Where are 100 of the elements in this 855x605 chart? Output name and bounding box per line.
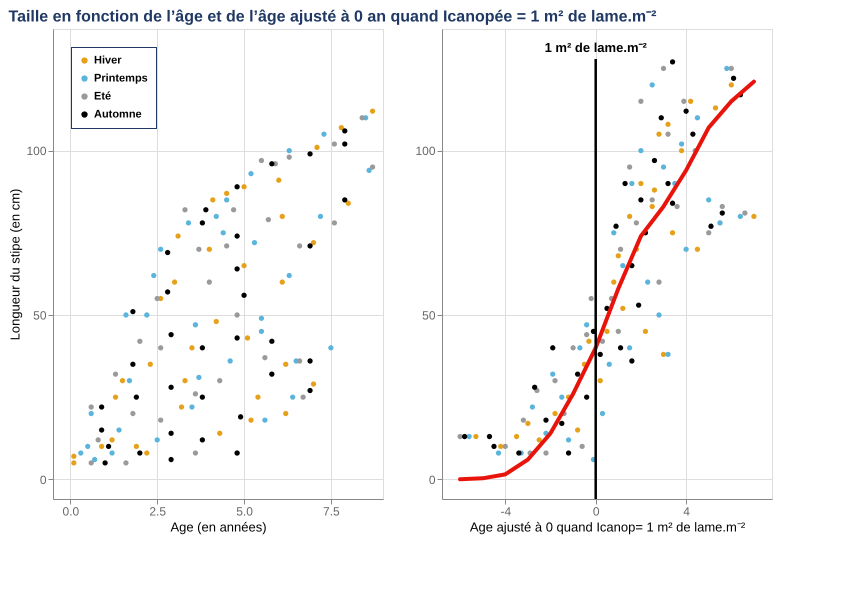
point [566, 450, 572, 456]
point [566, 437, 572, 442]
point [168, 384, 174, 390]
point [230, 207, 236, 212]
point [618, 246, 624, 252]
point [606, 362, 612, 367]
point [178, 404, 184, 410]
point [638, 197, 644, 203]
point [106, 444, 112, 450]
point [600, 338, 606, 344]
point [473, 434, 479, 440]
point [516, 450, 522, 456]
point [116, 427, 122, 433]
x-tick-label: -4 [500, 504, 512, 518]
point [706, 230, 712, 236]
point [217, 378, 222, 384]
point [112, 371, 118, 377]
point [600, 410, 606, 416]
point [360, 115, 365, 120]
point [656, 279, 662, 285]
point [332, 141, 338, 147]
point [598, 352, 603, 358]
point [318, 214, 324, 219]
point [71, 460, 76, 466]
point [656, 132, 662, 137]
x-tick-label: 5.0 [236, 504, 254, 518]
point [168, 430, 174, 436]
x-tick-label: 4 [683, 504, 690, 518]
point [283, 362, 288, 367]
point [670, 200, 676, 206]
point [126, 378, 132, 384]
point [720, 204, 725, 210]
point [665, 122, 671, 127]
point [683, 246, 689, 252]
point [200, 220, 206, 226]
point [206, 279, 212, 285]
point [244, 335, 250, 341]
point [728, 82, 734, 88]
point [137, 450, 142, 456]
point [192, 450, 198, 456]
point [186, 220, 192, 226]
point [286, 148, 292, 154]
point [598, 378, 603, 384]
point [314, 144, 320, 150]
point [224, 197, 230, 203]
point [514, 434, 520, 440]
point [629, 358, 635, 364]
legend-label: Printemps [94, 72, 148, 84]
point [148, 362, 153, 367]
point [134, 394, 140, 400]
point [224, 243, 230, 249]
point [120, 378, 126, 384]
point [307, 358, 313, 364]
point [224, 190, 230, 196]
point [660, 66, 666, 72]
point [262, 355, 268, 360]
point [258, 328, 264, 334]
point [586, 338, 592, 344]
chart-title: Taille en fonction de l’âge et de l’âge ajusté à 0 an quand Icanopée = 1 m² de lame.m⁻² [8, 8, 656, 26]
point [248, 170, 254, 176]
line-series [458, 80, 756, 482]
y-tick-label: 50 [33, 308, 47, 322]
point [622, 180, 628, 186]
point [269, 338, 274, 344]
point [214, 214, 219, 219]
point [720, 210, 725, 216]
point [502, 444, 508, 450]
point [652, 158, 658, 164]
point [200, 345, 206, 350]
point [620, 306, 626, 312]
point [742, 210, 748, 216]
point [665, 132, 671, 137]
point [182, 378, 188, 384]
point [228, 358, 233, 364]
point [112, 394, 118, 400]
point [134, 444, 140, 450]
point [584, 332, 590, 338]
point [280, 279, 285, 285]
point [579, 444, 585, 450]
point [144, 312, 150, 318]
point [154, 437, 160, 442]
point [310, 381, 316, 387]
point [688, 98, 694, 104]
point [88, 410, 94, 416]
point [189, 404, 195, 410]
point [206, 246, 212, 252]
point [96, 437, 101, 442]
point [652, 187, 658, 193]
point [728, 66, 734, 72]
x-tick-label: 7.5 [323, 504, 340, 518]
point [300, 394, 306, 400]
y-tick-label: 50 [422, 308, 436, 322]
point [200, 437, 206, 442]
point [210, 197, 216, 203]
point [486, 434, 492, 440]
legend-label: Eté [94, 90, 112, 102]
point [98, 444, 104, 450]
point [634, 220, 640, 226]
point [660, 164, 666, 170]
x-axis-title: Age (en années) [170, 520, 267, 534]
